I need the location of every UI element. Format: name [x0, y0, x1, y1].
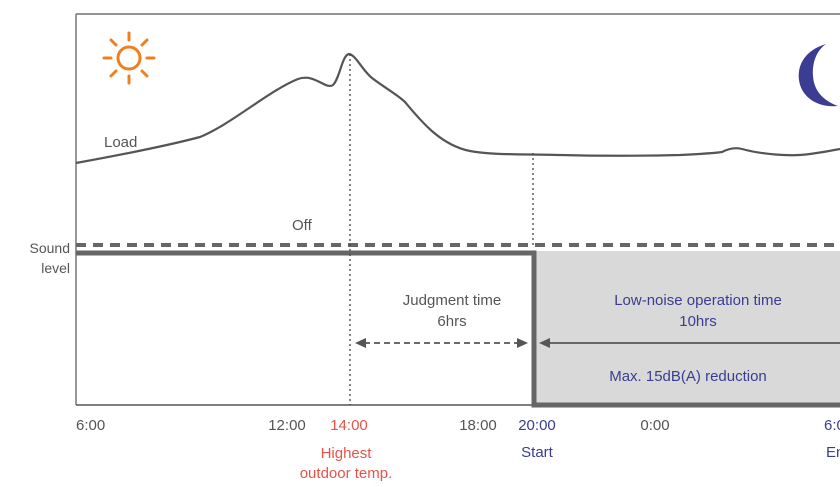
tick-label-18-00: 18:00: [459, 417, 497, 434]
load-label: Load: [104, 134, 137, 151]
sun-icon: [102, 31, 156, 85]
end-label: End: [826, 444, 840, 461]
tick-label-14-00: 14:00: [330, 417, 368, 434]
tick-label-0-00: 0:00: [640, 417, 669, 434]
tick-label-6-00-end: 6:00: [824, 417, 840, 434]
reduction-label: Max. 15dB(A) reduction: [609, 368, 767, 385]
tick-label-20-00: 20:00: [518, 417, 556, 434]
judgment-time-label-2: 6hrs: [437, 313, 466, 330]
judgment-arrow-left-head: [355, 338, 366, 348]
load-curve: [75, 52, 840, 165]
low-noise-arrow-left-head: [539, 338, 550, 348]
highest-temp-label-1: Highest: [321, 445, 373, 462]
highest-temp-label-2: outdoor temp.: [300, 465, 393, 482]
start-label: Start: [521, 444, 554, 461]
judgment-arrow-right-head: [517, 338, 528, 348]
tick-label-6-00-start: 6:00: [76, 417, 105, 434]
judgment-time-label-1: Judgment time: [403, 292, 501, 309]
sound-level-label-1: Sound: [30, 240, 70, 256]
low-noise-time-label-2: 10hrs: [679, 313, 717, 330]
sound-level-label-2: level: [41, 260, 70, 276]
crescent-moon-icon: [798, 44, 838, 107]
sound-level-line: [76, 250, 840, 408]
off-label: Off: [292, 217, 313, 234]
low-noise-region: [534, 251, 840, 405]
low-noise-time-label-1: Low-noise operation time: [614, 292, 782, 309]
tick-label-12-00: 12:00: [268, 417, 306, 434]
